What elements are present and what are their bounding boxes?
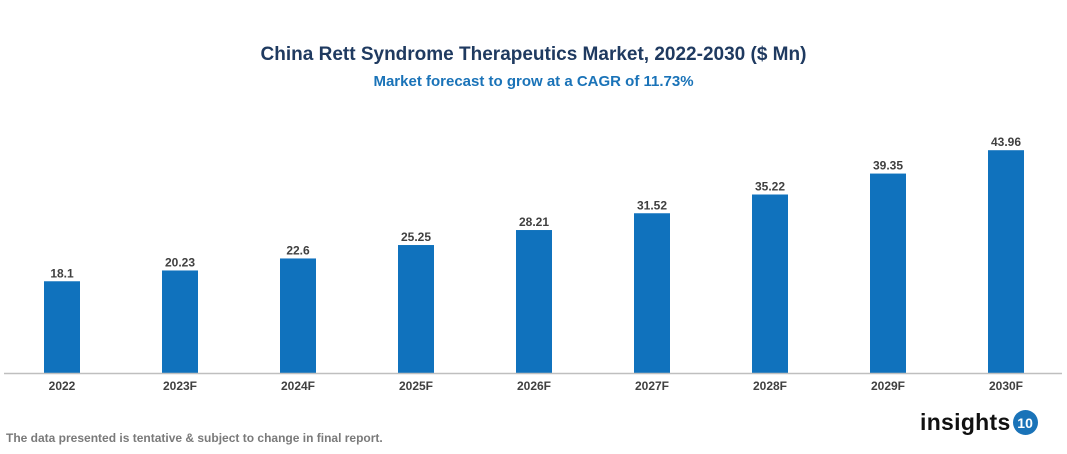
disclaimer-note: The data presented is tentative & subjec… — [6, 431, 383, 445]
data-label: 25.25 — [401, 230, 431, 244]
bar-2028F — [752, 194, 788, 373]
x-tick-label: 2027F — [635, 379, 669, 393]
bar-2029F — [870, 173, 906, 373]
chart-subtitle: Market forecast to grow at a CAGR of 11.… — [373, 73, 694, 90]
x-tick-label: 2022 — [49, 379, 76, 393]
data-label: 35.22 — [755, 179, 785, 193]
logo-text: insights — [920, 409, 1011, 435]
bar-2025F — [398, 245, 434, 373]
data-label: 18.1 — [50, 266, 74, 280]
x-tick-label: 2025F — [399, 379, 433, 393]
x-tick-label: 2026F — [517, 379, 551, 393]
logo-badge: 10 — [1012, 410, 1038, 435]
x-tick-label: 2023F — [163, 379, 197, 393]
x-tick-label: 2029F — [871, 379, 905, 393]
x-tick-label: 2030F — [989, 379, 1023, 393]
x-tick-label: 2028F — [753, 379, 787, 393]
bar-2023F — [162, 270, 198, 373]
bar-2027F — [634, 213, 670, 373]
data-label: 43.96 — [991, 135, 1021, 149]
bar-2024F — [280, 258, 316, 373]
bar-2030F — [988, 150, 1024, 373]
data-label: 39.35 — [873, 159, 903, 173]
x-tick-label: 2024F — [281, 379, 315, 393]
insights10-logo: insights 10 — [920, 409, 1038, 436]
data-label: 20.23 — [165, 255, 195, 269]
bar-2026F — [516, 230, 552, 373]
chart-title: China Rett Syndrome Therapeutics Market,… — [260, 44, 807, 65]
data-label: 31.52 — [637, 198, 667, 212]
data-label: 28.21 — [519, 215, 549, 229]
data-label: 22.6 — [286, 243, 310, 257]
bar-2022 — [44, 281, 80, 373]
